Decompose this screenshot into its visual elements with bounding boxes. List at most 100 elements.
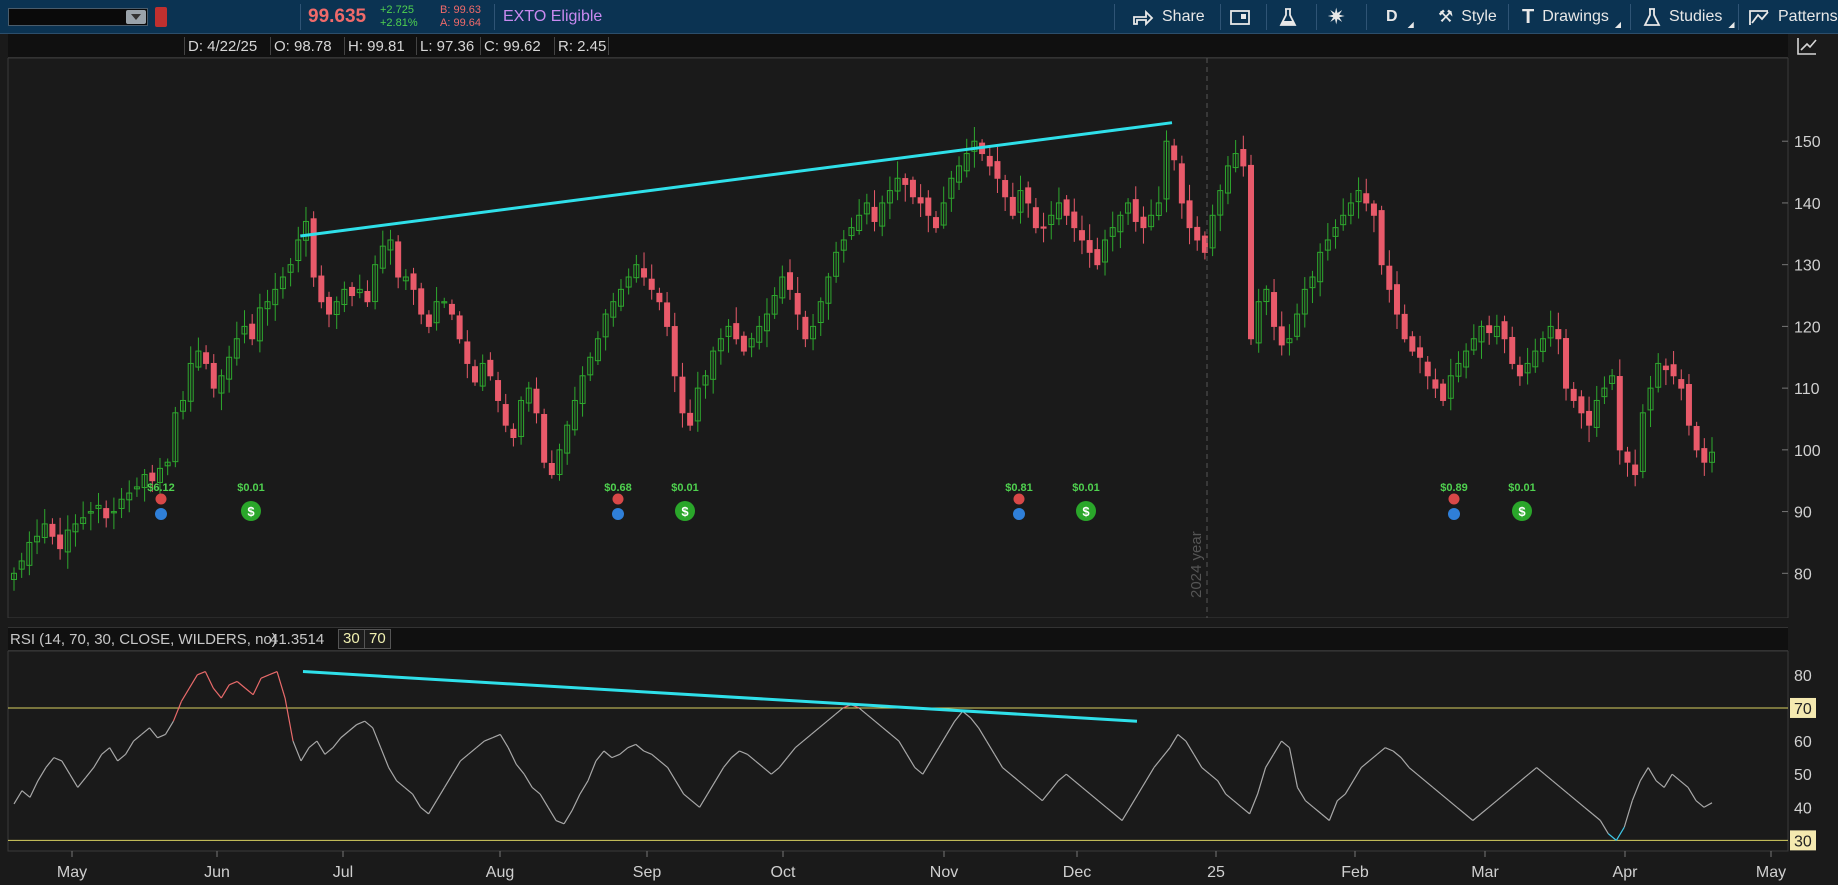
settings-button[interactable]: ✷ [1327, 0, 1353, 34]
ohlc-divider [270, 37, 271, 55]
rsi-line-segment [117, 753, 126, 762]
candle-body [948, 177, 955, 199]
rsi-line-segment [826, 714, 836, 722]
candle-body [871, 206, 878, 222]
candle-body [1071, 211, 1078, 229]
symbol-dropdown-button[interactable] [126, 10, 146, 24]
corner-arrow-icon: ◢ [1614, 19, 1622, 29]
candle-body [1593, 399, 1600, 428]
rsi-line-segment [244, 687, 254, 696]
price-plot-area [7, 58, 1789, 618]
rsi-line-segment [475, 740, 485, 749]
candle-body [1693, 426, 1700, 451]
candle-body [1317, 251, 1324, 283]
rsi-line-segment [1671, 773, 1681, 782]
candle-body [195, 350, 202, 368]
rsi-line-segment [1193, 754, 1203, 768]
studies-label: Studies [1669, 8, 1723, 25]
rsi-line-segment [1631, 780, 1641, 801]
rsi-line-segment [180, 687, 190, 702]
drawings-button[interactable]: T Drawings ◢ [1522, 0, 1621, 34]
toolbar-divider [1266, 4, 1267, 30]
rsi-line-segment [1376, 747, 1386, 755]
rsi-line-segment [1504, 786, 1514, 795]
rsi-line-segment [451, 760, 461, 775]
symbol-flag-icon[interactable] [155, 7, 167, 27]
candle-body [318, 275, 325, 303]
candle-body [710, 350, 717, 380]
candle-body [1248, 164, 1255, 340]
rsi-line-segment [133, 733, 142, 742]
rsi-line-segment [340, 730, 350, 739]
candle-body [103, 508, 110, 519]
rsi-line-segment [188, 674, 198, 689]
rsi-line-segment [747, 753, 756, 762]
flask-button[interactable] [1278, 0, 1298, 34]
period-button[interactable]: D ◢ [1386, 0, 1414, 34]
rsi-chart[interactable]: 40 50 60 80 30 70 May Jun Jul Aug Sep Oct Nov Dec 25 Fe… [0, 651, 1838, 885]
rsi-line-segment [1288, 747, 1299, 788]
candle-body [1347, 202, 1354, 216]
rsi-line-segment [412, 793, 422, 808]
time-axis-label: May [1756, 864, 1786, 881]
rsi-line-segment [1607, 833, 1617, 841]
candle-body [80, 517, 87, 525]
rsi-study-label[interactable]: RSI (14, 70, 30, CLOSE, WILDERS, no) [10, 631, 277, 648]
rsi-line-segment [1392, 750, 1402, 759]
candle-body [694, 387, 701, 422]
rsi-line-segment [986, 740, 996, 755]
candle-body [34, 535, 41, 543]
candle-body [1048, 214, 1055, 226]
text-tool-icon: T [1522, 5, 1535, 28]
candle-body [940, 202, 947, 226]
candle-body [548, 463, 555, 476]
rsi-line-segment [1296, 787, 1306, 801]
toolbar-divider [300, 4, 301, 30]
rsi-line-segment [276, 671, 286, 699]
candle-body [687, 412, 694, 426]
rsi-axis-label: 80 [1794, 668, 1812, 685]
candle-body [1055, 202, 1062, 220]
studies-button[interactable]: Studies ◢ [1643, 0, 1735, 34]
candle-body [502, 404, 509, 426]
expand-chart-icon[interactable] [1796, 36, 1818, 56]
rsi-line-segment [364, 720, 374, 729]
ask-price: A: 99.64 [440, 17, 481, 29]
bid-price: B: 99.63 [440, 4, 481, 16]
candle-body [1148, 214, 1155, 228]
rsi-line-segment [204, 671, 214, 689]
rsi-line-segment [1416, 773, 1426, 782]
style-label: Style [1461, 8, 1497, 25]
rsi-line-segment [1400, 757, 1410, 768]
rsi-line-segment [93, 754, 103, 768]
share-button[interactable]: Share [1132, 0, 1205, 34]
corner-arrow-icon: ◢ [1407, 19, 1414, 29]
rsi-line-segment [810, 727, 820, 735]
candle-body [210, 362, 217, 389]
style-button[interactable]: ⚒ Style [1438, 0, 1497, 34]
event-amount-label: $0.01 [1508, 482, 1536, 494]
candle-body [886, 190, 893, 204]
price-chart[interactable]: 80 90 100 110 120 130 140 150 2024 year $6.12 $0.6… [0, 58, 1838, 618]
candle-body [817, 301, 824, 324]
rsi-line-segment [786, 747, 796, 758]
candle-body [64, 529, 71, 553]
rsi-line-segment [922, 760, 932, 775]
ohlc-open: O: 98.78 [274, 38, 332, 55]
rsi-line-segment [882, 727, 892, 735]
candle-body [1678, 379, 1685, 389]
candle-body [356, 288, 363, 294]
symbol-input[interactable] [8, 8, 148, 26]
patterns-button[interactable]: Patterns [1748, 0, 1838, 34]
candle-body [448, 303, 455, 315]
rsi-line-segment [172, 701, 182, 722]
candle-body [456, 315, 463, 340]
rsi-line-segment [930, 747, 940, 762]
candle-body [26, 541, 33, 566]
calendar-button[interactable] [1229, 0, 1251, 34]
rsi-line-segment [1034, 793, 1043, 802]
earnings-icon [1013, 508, 1025, 520]
candle-body [487, 359, 494, 377]
candle-body [1340, 214, 1347, 226]
share-icon [1133, 9, 1154, 26]
